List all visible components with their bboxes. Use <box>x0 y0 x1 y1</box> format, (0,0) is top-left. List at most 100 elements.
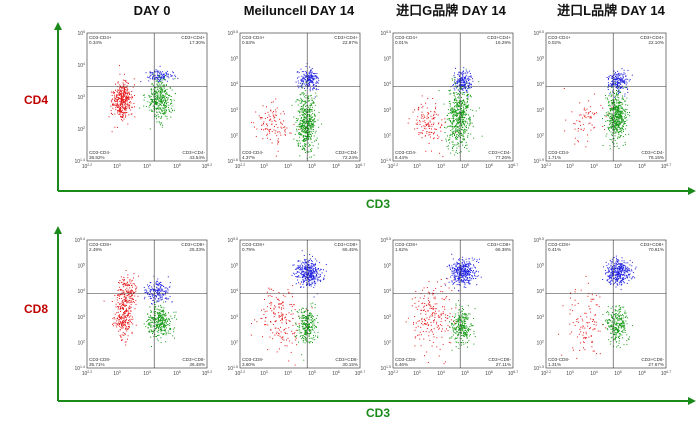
scatter-point <box>311 260 313 262</box>
scatter-point <box>121 305 123 306</box>
scatter-point <box>132 316 133 318</box>
scatter-point <box>309 117 311 119</box>
scatter-point <box>154 78 156 80</box>
scatter-point <box>120 336 122 338</box>
scatter-point <box>122 327 124 329</box>
scatter-point <box>128 310 130 312</box>
scatter-point <box>117 102 118 104</box>
scatter-point <box>130 289 132 291</box>
scatter-point <box>165 321 167 323</box>
scatter-point <box>302 140 304 142</box>
scatter-point <box>304 103 306 105</box>
scatter-point <box>114 318 116 320</box>
scatter-point <box>304 140 306 142</box>
scatter-point <box>124 328 126 330</box>
scatter-point <box>462 89 464 91</box>
scatter-point <box>459 108 461 110</box>
scatter-point <box>452 141 454 143</box>
scatter-point <box>314 268 316 270</box>
x-tick-label: 106.7 <box>661 163 672 170</box>
scatter-point <box>618 105 620 106</box>
scatter-point <box>617 126 619 128</box>
scatter-point <box>625 75 627 77</box>
scatter-point <box>451 118 453 119</box>
scatter-point <box>122 85 124 87</box>
scatter-point <box>313 73 314 74</box>
scatter-point <box>127 123 129 125</box>
scatter-point <box>457 137 459 138</box>
scatter-point <box>117 306 119 307</box>
scatter-point <box>616 110 618 112</box>
scatter-point <box>312 119 314 121</box>
scatter-point <box>311 279 313 281</box>
scatter-point <box>157 288 159 290</box>
scatter-point <box>118 111 120 113</box>
scatter-point <box>316 137 318 139</box>
scatter-point <box>121 321 123 323</box>
scatter-point <box>172 78 174 80</box>
scatter-point <box>467 76 469 78</box>
scatter-point <box>123 279 125 281</box>
scatter-point <box>459 80 461 81</box>
scatter-point <box>305 325 306 327</box>
scatter-point <box>430 136 431 138</box>
scatter-point <box>307 76 309 78</box>
scatter-point <box>260 118 262 120</box>
scatter-point <box>460 113 462 115</box>
scatter-point <box>618 118 620 120</box>
scatter-point <box>594 126 596 128</box>
scatter-point <box>154 314 156 316</box>
scatter-point <box>157 321 159 323</box>
scatter-point <box>452 122 454 124</box>
scatter-point <box>150 296 151 298</box>
scatter-point <box>164 113 166 115</box>
scatter-point <box>313 128 314 130</box>
scatter-point <box>116 105 118 107</box>
scatter-point <box>303 275 304 277</box>
scatter-point <box>617 129 619 131</box>
scatter-point <box>177 77 179 79</box>
scatter-point <box>609 109 611 111</box>
scatter-point <box>161 105 163 107</box>
scatter-point <box>303 116 305 118</box>
scatter-plot-0-2: CD3-CD4+0.01%CD3+CD4+16.29%CD3-CD4-6.44%… <box>380 30 518 170</box>
scatter-point <box>306 269 308 270</box>
scatter-point <box>431 150 432 152</box>
scatter-point <box>278 306 280 308</box>
scatter-point <box>606 120 608 122</box>
y-tick-label: 101.4 <box>74 158 85 165</box>
series-points-0 <box>103 270 139 346</box>
scatter-point <box>154 70 156 72</box>
scatter-point <box>612 102 614 104</box>
scatter-point <box>317 322 319 323</box>
scatter-point <box>156 111 158 113</box>
scatter-point <box>304 101 306 102</box>
y-tick-label: 101.9 <box>533 158 544 165</box>
scatter-point <box>160 73 162 75</box>
scatter-point <box>166 91 168 93</box>
scatter-point <box>317 89 319 90</box>
scatter-point <box>171 301 173 303</box>
scatter-point <box>160 118 162 119</box>
scatter-point <box>128 106 130 108</box>
scatter-point <box>167 324 169 326</box>
scatter-point <box>422 114 424 116</box>
scatter-point <box>460 88 462 90</box>
scatter-point <box>121 102 123 104</box>
scatter-point <box>302 106 304 108</box>
scatter-point <box>587 140 589 142</box>
scatter-point <box>314 264 316 266</box>
scatter-point <box>154 91 156 93</box>
scatter-point <box>318 111 320 113</box>
scatter-point <box>456 115 458 116</box>
scatter-point <box>617 124 619 126</box>
scatter-point <box>613 104 615 106</box>
scatter-point <box>306 130 308 132</box>
scatter-point <box>304 125 306 127</box>
scatter-point <box>119 73 121 75</box>
scatter-point <box>469 120 471 121</box>
scatter-point <box>121 317 123 319</box>
scatter-point <box>298 315 300 317</box>
scatter-point <box>613 108 615 110</box>
scatter-point <box>305 266 307 267</box>
